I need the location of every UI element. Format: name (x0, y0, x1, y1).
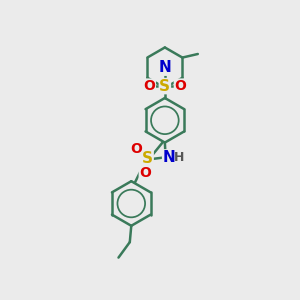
Text: H: H (174, 151, 184, 164)
Text: S: S (142, 152, 153, 166)
Text: O: O (139, 166, 151, 180)
Text: O: O (130, 142, 142, 155)
Text: N: N (163, 150, 176, 165)
Text: O: O (174, 79, 186, 93)
Text: N: N (158, 60, 171, 75)
Text: O: O (143, 79, 155, 93)
Text: S: S (159, 79, 170, 94)
